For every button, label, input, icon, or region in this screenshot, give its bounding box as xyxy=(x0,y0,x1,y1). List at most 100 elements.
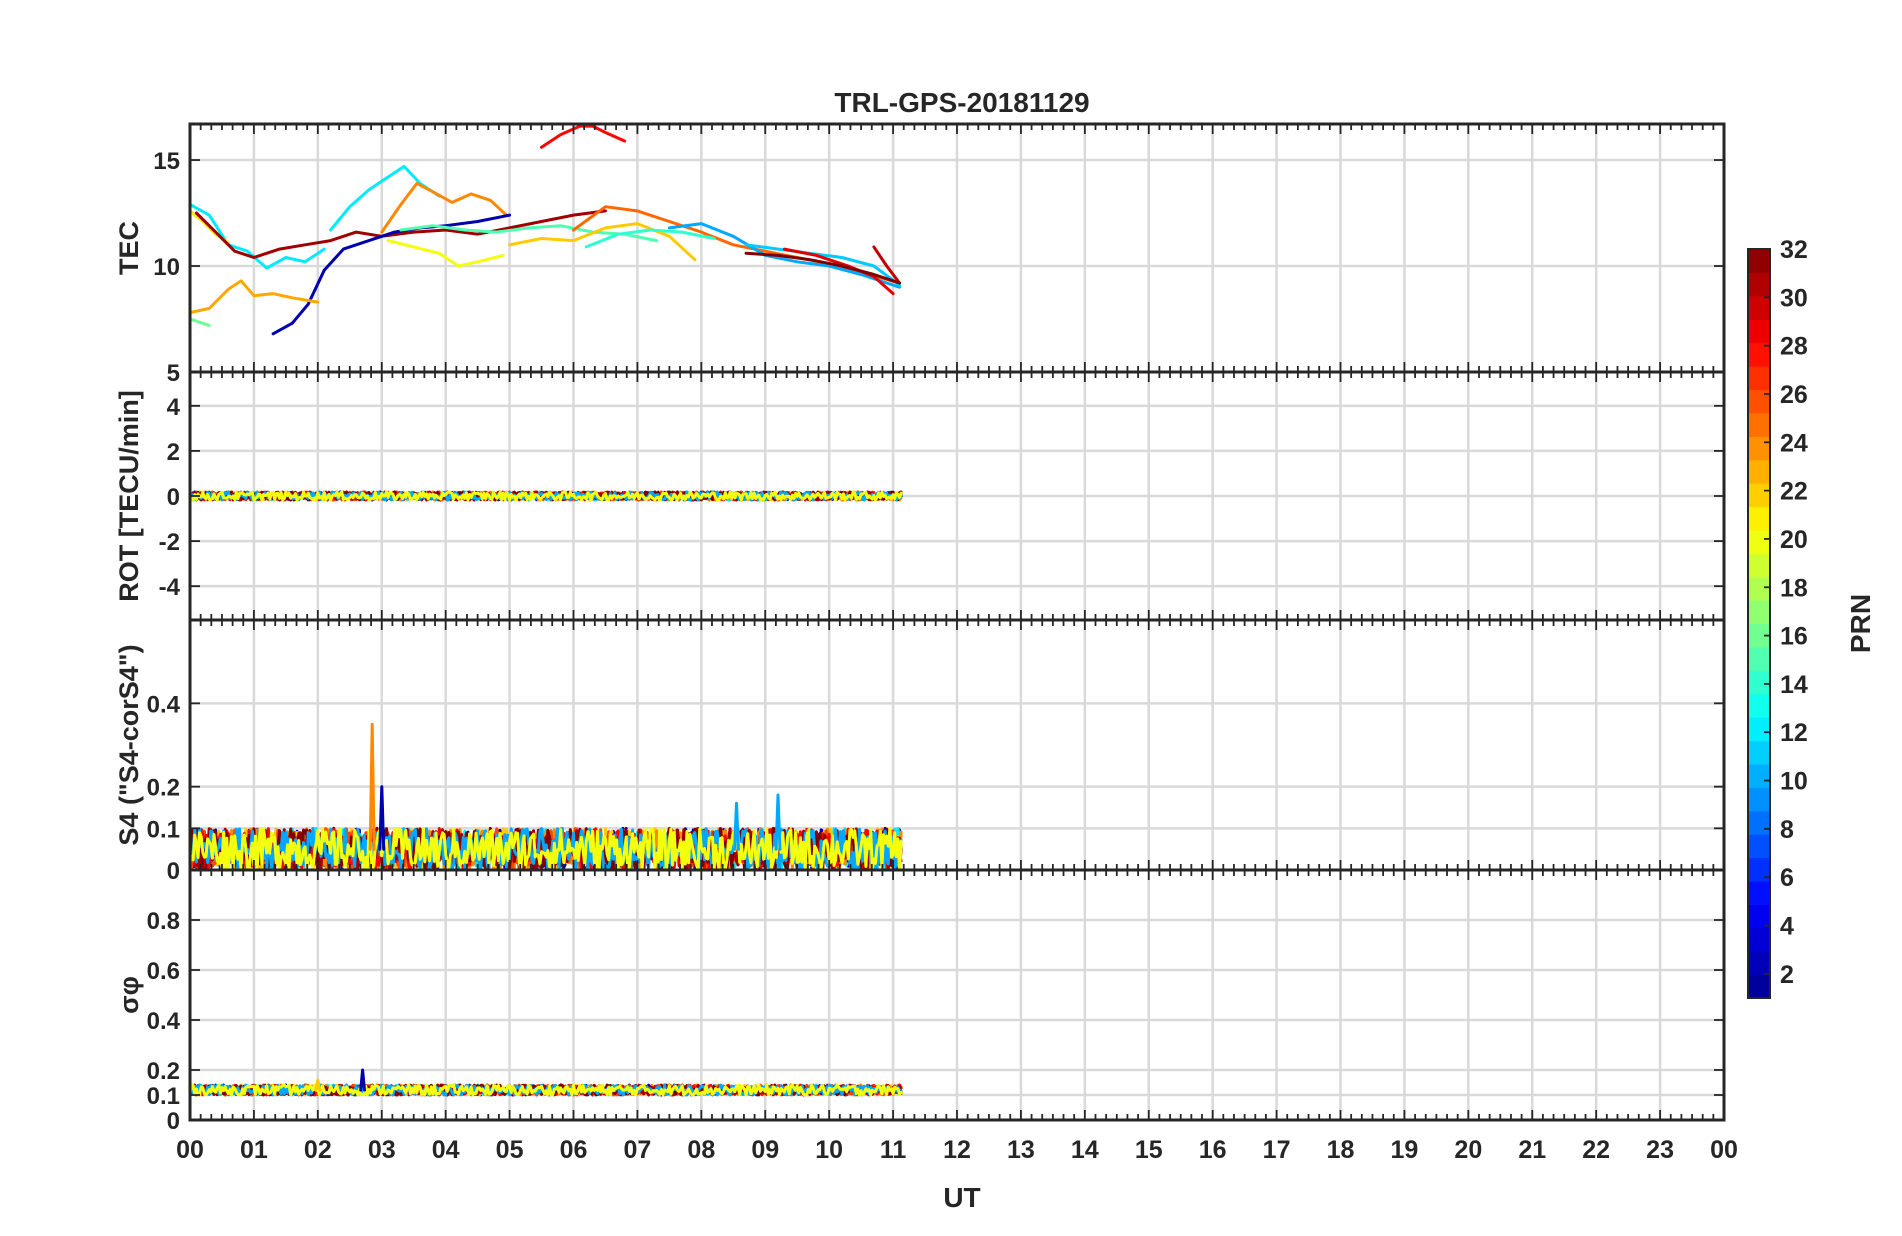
s4-spike xyxy=(774,793,782,851)
y-tick-label-rot: 4 xyxy=(167,394,181,421)
colorbar-tick-label: 18 xyxy=(1780,574,1808,602)
colorbar-tick-label: 6 xyxy=(1780,864,1794,892)
colorbar-segment xyxy=(1748,857,1770,882)
x-axis-label: UT xyxy=(943,1182,980,1213)
y-tick-label-s4: 0 xyxy=(167,858,180,885)
y-tick-label-sigma_phi: 0.1 xyxy=(147,1083,180,1110)
colorbar-segment xyxy=(1748,553,1770,578)
colorbar-segment xyxy=(1748,272,1770,297)
x-tick-label: 22 xyxy=(1582,1136,1610,1164)
sigma_phi-trace-prn-20 xyxy=(188,1083,903,1097)
traces-tec xyxy=(188,124,901,336)
x-tick-label: 00 xyxy=(1710,1136,1738,1164)
tec-trace-prn-12 xyxy=(188,203,326,270)
traces-rot xyxy=(188,490,903,502)
x-tick-label: 13 xyxy=(1007,1136,1035,1164)
panel-sigma_phi: 00.10.2 0.4 0.6 0.8 σφ xyxy=(114,868,1726,1135)
ticks-tec xyxy=(189,124,1725,373)
colorbar-segment xyxy=(1748,483,1770,508)
x-tick-label: 23 xyxy=(1646,1136,1674,1164)
colorbar-segment xyxy=(1748,459,1770,484)
x-tick-label: 01 xyxy=(240,1136,268,1164)
tec-trace-prn-28 xyxy=(540,124,627,149)
colorbar-segment xyxy=(1748,693,1770,718)
s4-spike xyxy=(378,785,386,851)
colorbar-segment xyxy=(1748,717,1770,742)
x-tick-label: 09 xyxy=(751,1136,779,1164)
y-tick-label-s4: 0.2 xyxy=(147,775,180,802)
colorbar-segment xyxy=(1748,412,1770,437)
chart-title: TRL-GPS-20181129 xyxy=(834,87,1089,118)
y-axis-label-rot: ROT [TECU/min] xyxy=(114,390,144,601)
tec-trace-prn-14 xyxy=(584,228,716,249)
traces-s4 xyxy=(188,722,903,872)
tec-trace-prn-15 xyxy=(399,224,659,243)
colorbar-tick-label: 12 xyxy=(1780,719,1808,747)
y-tick-label-s4: 0.4 xyxy=(147,691,181,718)
x-tick-label: 03 xyxy=(368,1136,396,1164)
x-tick-label: 07 xyxy=(624,1136,652,1164)
y-tick-label-tec: 5 xyxy=(167,360,180,387)
colorbar-tick-label: 28 xyxy=(1780,333,1808,361)
x-tick-label: 00 xyxy=(176,1136,204,1164)
colorbar-segment xyxy=(1748,834,1770,859)
colorbar-segment xyxy=(1748,623,1770,648)
colorbar-tick-label: 10 xyxy=(1780,768,1808,796)
colorbar-segment xyxy=(1748,389,1770,414)
y-tick-label-sigma_phi: 0.8 xyxy=(147,908,180,935)
colorbar-segment xyxy=(1748,927,1770,952)
colorbar-segment xyxy=(1748,646,1770,671)
colorbar-segment xyxy=(1748,436,1770,461)
colorbar-segment xyxy=(1748,974,1770,999)
colorbar-segment xyxy=(1748,342,1770,367)
x-tick-label: 19 xyxy=(1391,1136,1419,1164)
y-tick-label-sigma_phi: 0.2 xyxy=(147,1058,180,1085)
tec-trace-prn-11 xyxy=(744,243,901,287)
colorbar-tick-label: 8 xyxy=(1780,816,1794,844)
x-tick-label: 12 xyxy=(943,1136,971,1164)
y-tick-label-sigma_phi: 0.4 xyxy=(147,1008,181,1035)
x-tick-label: 10 xyxy=(815,1136,843,1164)
x-axis: 00 01 02 03 04 05 06 07 08 09 10 11 12 13 14 15 16 17 18 19… xyxy=(176,1136,1738,1164)
colorbar-tick-label: 22 xyxy=(1780,478,1808,506)
colorbar-segment xyxy=(1748,740,1770,765)
colorbar-segment xyxy=(1748,670,1770,695)
colorbar-segment xyxy=(1748,787,1770,812)
colorbar-segment xyxy=(1748,951,1770,976)
y-axis-label-sigma_phi: σφ xyxy=(114,976,144,1014)
x-tick-label: 11 xyxy=(880,1136,907,1164)
s4-spike xyxy=(733,801,740,851)
rot-trace-prn-20 xyxy=(188,490,903,502)
panel-rot: -4 -2 0 2 4 ROT [TECU/min] xyxy=(114,370,1726,622)
colorbar-tick-label: 30 xyxy=(1780,284,1808,312)
tec-trace-prn-29 xyxy=(782,247,895,296)
tec-trace-prn-2 xyxy=(271,213,512,336)
y-tick-label-s4: 0.1 xyxy=(147,816,180,843)
x-tick-label: 14 xyxy=(1071,1136,1099,1164)
colorbar-tick-label: 2 xyxy=(1780,961,1794,989)
colorbar-segment xyxy=(1748,319,1770,344)
colorbar-tick-label: 32 xyxy=(1780,236,1808,264)
tec-trace-prn-30 xyxy=(872,245,901,285)
colorbar-segment xyxy=(1748,529,1770,554)
x-tick-label: 04 xyxy=(432,1136,460,1164)
y-axis-label-tec: TEC xyxy=(114,221,144,275)
sigma_phi-spike xyxy=(359,1068,366,1092)
x-tick-label: 08 xyxy=(687,1136,715,1164)
colorbar-tick-label: 20 xyxy=(1780,526,1808,554)
colorbar-segment xyxy=(1748,249,1770,274)
y-tick-label-rot: -2 xyxy=(159,529,180,556)
x-tick-label: 18 xyxy=(1327,1136,1355,1164)
colorbar-segment xyxy=(1748,880,1770,905)
colorbar-segment xyxy=(1748,506,1770,531)
x-tick-label: 05 xyxy=(496,1136,524,1164)
grid-sigma_phi xyxy=(190,870,1724,1120)
colorbar-segment xyxy=(1748,576,1770,601)
tec-trace-prn-24 xyxy=(380,181,508,234)
tec-trace-prn-16 xyxy=(188,317,211,327)
tec-trace-prn-23 xyxy=(188,279,320,315)
x-tick-label: 17 xyxy=(1263,1136,1291,1164)
tec-trace-prn-20 xyxy=(386,239,505,268)
x-tick-label: 02 xyxy=(304,1136,332,1164)
tec-trace-prn-22 xyxy=(508,222,697,262)
